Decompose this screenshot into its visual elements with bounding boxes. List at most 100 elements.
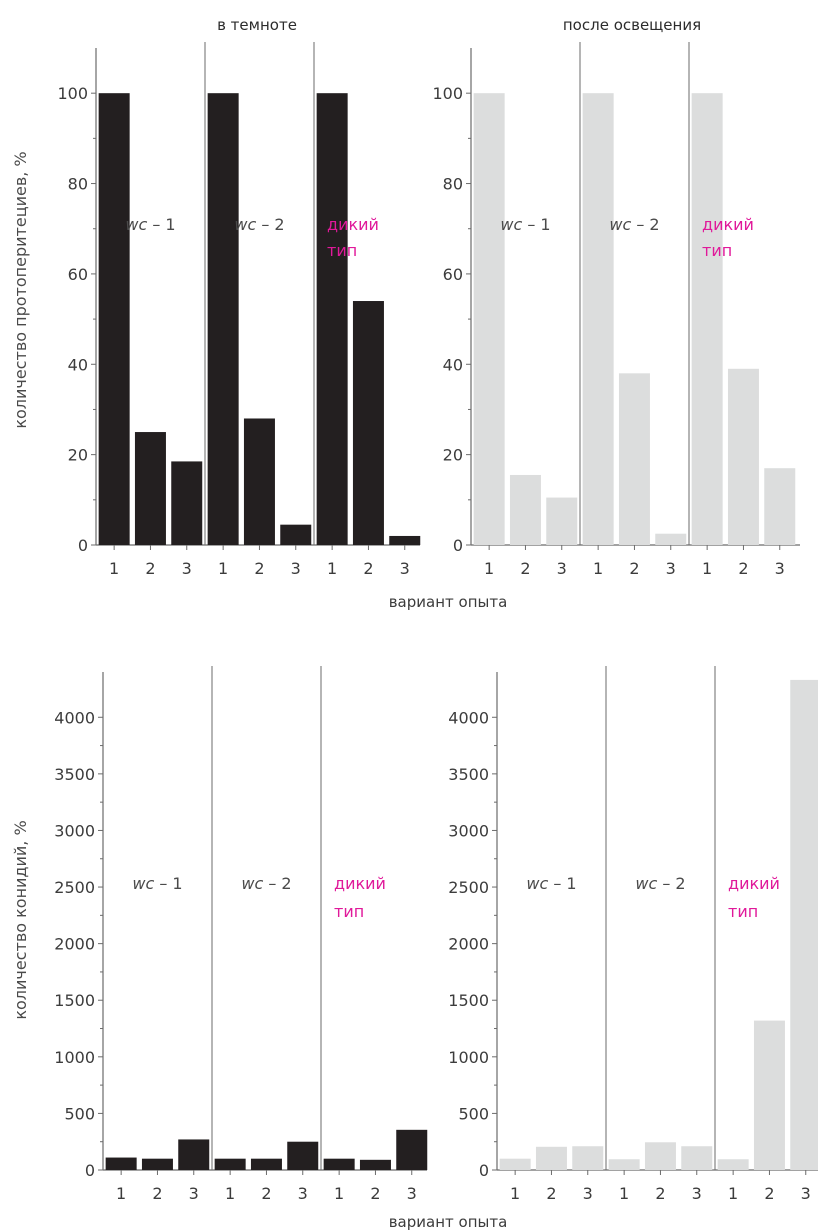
panel-4-bar-g1-3 xyxy=(572,1146,604,1170)
panel-1-x-tick-label: 3 xyxy=(182,559,192,578)
panel-4-bar-g2-3 xyxy=(681,1146,713,1170)
panel-2-x-tick-label: 1 xyxy=(702,559,712,578)
panel-4-y-tick-label: 3000 xyxy=(448,821,489,840)
panel-1-y-tick-label: 20 xyxy=(68,446,88,465)
panel-2-strain-label-wild-2: тип xyxy=(702,241,732,260)
panel-1-bar-g3-1 xyxy=(316,93,348,545)
panel-1-x-tick-label: 1 xyxy=(327,559,337,578)
bottom-x-axis-title: вариант опыта xyxy=(389,1213,508,1231)
panel-2-bar-g2-1 xyxy=(582,93,614,545)
panel-3-x-tick-label: 2 xyxy=(261,1184,271,1203)
panel-2-x-tick-label: 2 xyxy=(629,559,639,578)
panel-2-x-tick-label: 3 xyxy=(666,559,676,578)
top-x-axis-title: вариант опыта xyxy=(389,593,508,611)
panel-4-x-tick-label: 2 xyxy=(764,1184,774,1203)
panel-4-bar-g1-1 xyxy=(499,1158,531,1170)
panel-3-x-tick-label: 3 xyxy=(189,1184,199,1203)
panel-3-strain-label-wild-2: тип xyxy=(334,902,364,921)
panel-1-strain-label: wc – 2 xyxy=(234,215,284,234)
panel-4-strain-label: wc – 1 xyxy=(526,874,576,893)
panel-3-y-tick-label: 0 xyxy=(85,1161,95,1180)
panel-3-strain-label-wild: дикий xyxy=(334,874,386,893)
panel-4-strain-label-wild: дикий xyxy=(728,874,780,893)
panel-2-x-tick-label: 3 xyxy=(775,559,785,578)
panel-1-x-tick-label: 2 xyxy=(145,559,155,578)
panel-2-x-tick-label: 1 xyxy=(484,559,494,578)
panel-3-y-tick-label: 500 xyxy=(64,1104,95,1123)
panel-2-strain-label: wc – 2 xyxy=(609,215,659,234)
panel-4-x-tick-label: 2 xyxy=(546,1184,556,1203)
panel-2-bar-g1-2 xyxy=(509,474,541,545)
panel-3-y-tick-label: 2000 xyxy=(54,935,95,954)
panel-1-x-tick-label: 2 xyxy=(254,559,264,578)
panel-1-title: в темноте xyxy=(217,16,297,34)
panel-4-bar-g3-1 xyxy=(717,1159,749,1170)
panel-1-bar-g1-3 xyxy=(171,461,203,545)
panel-3-bar-g1-1 xyxy=(105,1157,137,1170)
panel-2-y-tick-label: 100 xyxy=(432,84,463,103)
panel-3-bar-g1-3 xyxy=(178,1139,210,1170)
panel-1-bar-g3-3 xyxy=(389,535,421,545)
panel-2-x-tick-label: 2 xyxy=(738,559,748,578)
panel-1-strain-label-wild: дикий xyxy=(327,215,379,234)
panel-1-bar-g2-1 xyxy=(207,93,239,545)
panel-1-y-tick-label: 80 xyxy=(68,175,88,194)
panel-1-y-tick-label: 60 xyxy=(68,265,88,284)
panel-3-x-tick-label: 1 xyxy=(334,1184,344,1203)
panel-1-bar-g2-3 xyxy=(280,524,312,545)
panel-4-x-tick-label: 1 xyxy=(728,1184,738,1203)
panel-4-y-tick-label: 0 xyxy=(479,1161,489,1180)
panel-4-bar-g2-1 xyxy=(608,1159,640,1170)
panel-2-y-tick-label: 40 xyxy=(443,355,463,374)
panel-1-bar-g1-2 xyxy=(134,432,166,545)
panel-3-y-tick-label: 3500 xyxy=(54,765,95,784)
panel-3-y-tick-label: 1500 xyxy=(54,991,95,1010)
panel-3-bar-g2-2 xyxy=(250,1158,282,1170)
panel-2-strain-label: wc – 1 xyxy=(500,215,550,234)
panel-3-x-tick-label: 3 xyxy=(407,1184,417,1203)
panel-3-x-tick-label: 1 xyxy=(225,1184,235,1203)
panel-3-strain-label: wc – 2 xyxy=(241,874,291,893)
panel-1-y-tick-label: 40 xyxy=(68,355,88,374)
panel-1-y-tick-label: 0 xyxy=(78,536,88,555)
panel-1-bar-g2-2 xyxy=(243,418,275,545)
panel-3-bar-g3-1 xyxy=(323,1158,355,1170)
panel-3-y-tick-label: 2500 xyxy=(54,878,95,897)
panel-2-title: после освещения xyxy=(563,16,701,34)
panel-3-y-tick-label: 3000 xyxy=(54,821,95,840)
panel-4-y-tick-label: 500 xyxy=(458,1104,489,1123)
panel-4-x-tick-label: 1 xyxy=(619,1184,629,1203)
panel-2-bar-g1-1 xyxy=(473,93,505,545)
panel-1-x-tick-label: 1 xyxy=(109,559,119,578)
panel-3-bar-g1-2 xyxy=(141,1158,173,1170)
panel-2-y-tick-label: 60 xyxy=(443,265,463,284)
panel-3-y-tick-label: 4000 xyxy=(54,708,95,727)
panel-3-x-tick-label: 3 xyxy=(298,1184,308,1203)
panel-3-strain-label: wc – 1 xyxy=(132,874,182,893)
panel-2-bar-g3-2 xyxy=(727,368,759,545)
panel-1-x-tick-label: 3 xyxy=(291,559,301,578)
top-y-axis-title: количество протоперитециев, % xyxy=(11,151,30,428)
panel-3-x-tick-label: 2 xyxy=(152,1184,162,1203)
panel-3-bar-g2-1 xyxy=(214,1158,246,1170)
panel-1-y-tick-label: 100 xyxy=(57,84,88,103)
panel-4-bar-g3-2 xyxy=(753,1020,785,1170)
panel-2-x-tick-label: 3 xyxy=(557,559,567,578)
panel-2-bar-g2-2 xyxy=(618,373,650,545)
panel-4-x-tick-label: 1 xyxy=(510,1184,520,1203)
panel-2-bar-g3-3 xyxy=(764,468,796,545)
panel-4-bar-g1-2 xyxy=(535,1146,567,1170)
panel-3-y-tick-label: 1000 xyxy=(54,1048,95,1067)
panel-2-bar-g1-3 xyxy=(546,497,578,545)
panel-4-bar-g2-2 xyxy=(644,1142,676,1170)
panel-4-y-tick-label: 1000 xyxy=(448,1048,489,1067)
panel-1-bar-g1-1 xyxy=(98,93,130,545)
panel-2-x-tick-label: 2 xyxy=(520,559,530,578)
panel-3-x-tick-label: 1 xyxy=(116,1184,126,1203)
panel-4-y-tick-label: 2500 xyxy=(448,878,489,897)
panel-2-x-tick-label: 1 xyxy=(593,559,603,578)
panel-3-bar-g3-3 xyxy=(396,1129,428,1170)
panel-3-bar-g3-2 xyxy=(359,1159,391,1170)
panel-1-strain-label-wild-2: тип xyxy=(327,241,357,260)
